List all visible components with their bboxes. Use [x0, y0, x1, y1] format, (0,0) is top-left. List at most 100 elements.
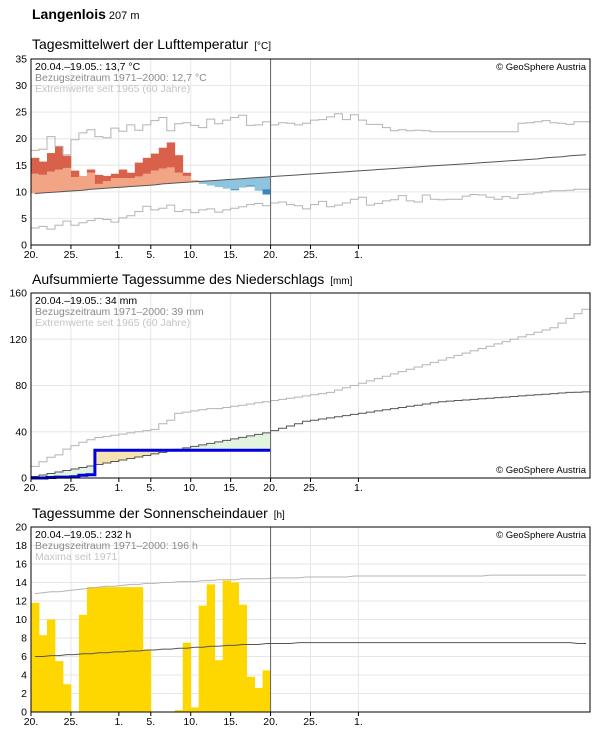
temperature-title-text: Tagesmittelwert der Lufttemperatur	[32, 36, 249, 52]
temperature-anomaly-bar	[142, 173, 152, 186]
sunshine-bar	[54, 661, 64, 712]
sunshine-bar	[142, 650, 152, 712]
temperature-title: Tagesmittelwert der Lufttemperatur [°C]	[32, 36, 271, 52]
precipitation-deficit-area	[54, 471, 64, 478]
temperature-anomaly-bar	[94, 183, 104, 189]
temperature-ytick-label: 20	[15, 133, 27, 145]
temperature-xtick-label: 15.	[223, 249, 238, 261]
sunshine-ytick-label: 18	[15, 540, 27, 552]
temperature-warm-bar	[70, 170, 80, 177]
sunshine-ytick-label: 14	[15, 577, 27, 589]
temperature-chart: 0 5 10 15 20 25 30 35 20. 25. 1. 5. 10. 15. 20. 25. 1. 20…	[15, 54, 591, 261]
sunshine-bar	[182, 642, 192, 712]
temperature-anomaly-bar	[150, 170, 160, 185]
precipitation-deficit-area	[222, 440, 232, 451]
sunshine-info-extremes: Maxima seit 1971	[35, 551, 117, 563]
temperature-info-reference: Bezugszeitraum 1971–2000: 12,7 °C	[35, 72, 207, 84]
temperature-anomaly-bar	[54, 169, 64, 192]
precipitation-chart: 0 40 80 120 160 20. 25. 1. 5. 10. 15. 20. 25. 1. 20.04…	[9, 288, 591, 494]
sunshine-bar	[118, 587, 128, 712]
precipitation-deficit-area	[262, 432, 271, 451]
sunshine-xtick-label: 25.	[303, 716, 318, 728]
temperature-plot-frame	[30, 58, 591, 246]
sunshine-xtick-label: 5.	[146, 716, 155, 728]
temperature-anomaly-bar	[38, 174, 48, 193]
sunshine-xtick-label: 20.	[24, 716, 39, 728]
sunshine-title: Tagessumme der Sonnenscheindauer [h]	[32, 505, 285, 521]
temperature-copyright: © GeoSphere Austria	[496, 62, 587, 73]
temperature-xtick-label: 25.	[303, 249, 318, 261]
sunshine-bar	[134, 587, 144, 712]
temperature-anomaly-bar	[102, 181, 112, 189]
temperature-warm-bar	[150, 153, 160, 171]
precipitation-ytick-label: 40	[15, 426, 27, 438]
sunshine-xtick-label: 15.	[223, 716, 238, 728]
sunshine-bar	[254, 687, 263, 712]
temperature-xtick-label: 25.	[64, 249, 79, 261]
precipitation-deficit-area	[246, 435, 255, 451]
temperature-xtick-label: 20.	[24, 249, 39, 261]
temperature-warm-bar	[31, 157, 40, 174]
temperature-xtick-label: 20.	[263, 249, 278, 261]
temperature-anomaly-bar	[31, 173, 40, 194]
precipitation-info-extremes: Extremwerte seit 1965 (60 Jahre)	[35, 317, 190, 329]
sunshine-bar	[262, 670, 271, 712]
precipitation-deficit-area	[78, 467, 88, 476]
precipitation-xtick-label: 20.	[24, 482, 39, 494]
sunshine-bar	[38, 635, 48, 712]
precipitation-observed-line	[31, 448, 271, 480]
temperature-warm-bar	[134, 162, 144, 177]
sunshine-bar	[206, 584, 216, 712]
sunshine-ytick-label: 10	[15, 614, 27, 626]
precipitation-xtick-label: 1.	[354, 482, 363, 494]
sunshine-bar	[102, 587, 112, 712]
temperature-anomaly-bar	[62, 167, 72, 192]
precipitation-climate-line	[31, 391, 590, 477]
sunshine-bar	[214, 660, 224, 712]
precipitation-title-text: Aufsummierte Tagessumme des Niederschlag…	[32, 271, 325, 287]
sunshine-info-period: 20.04.–19.05.: 232 h	[35, 529, 131, 541]
precipitation-ytick-label: 80	[15, 380, 27, 392]
station-elevation: 207 m	[108, 10, 140, 22]
precipitation-title: Aufsummierte Tagessumme des Niederschlag…	[32, 271, 352, 287]
precipitation-info-reference: Bezugszeitraum 1971–2000: 39 mm	[35, 306, 204, 318]
sunshine-ytick-label: 0	[21, 707, 27, 719]
temperature-anomaly-bar	[198, 181, 208, 184]
temperature-anomaly-bar	[70, 176, 80, 191]
precipitation-xtick-label: 5.	[146, 482, 155, 494]
temperature-warm-bar	[118, 169, 128, 179]
precipitation-surplus-area	[118, 450, 128, 460]
temperature-ytick-label: 25	[15, 107, 27, 119]
temperature-anomaly-bar	[246, 178, 255, 186]
temperature-anomaly-bar	[262, 176, 271, 190]
sunshine-title-text: Tagessumme der Sonnenscheindauer	[32, 505, 268, 521]
temperature-xtick-label: 10.	[183, 249, 198, 261]
precipitation-deficit-area	[38, 474, 48, 478]
precipitation-xtick-label: 25.	[303, 482, 318, 494]
temperature-extreme-max-line	[31, 113, 590, 156]
precipitation-xtick-label: 20.	[263, 482, 278, 494]
temperature-title-unit: [°C]	[254, 41, 271, 52]
precipitation-deficit-area	[230, 438, 240, 451]
temperature-warm-bar	[54, 146, 64, 170]
precipitation-surplus-area	[102, 450, 112, 463]
sunshine-maxima-line	[34, 574, 586, 595]
precipitation-surplus-area	[94, 450, 104, 465]
temperature-warm-bar	[102, 175, 112, 182]
temperature-anomaly-bar	[222, 179, 232, 189]
precipitation-xtick-label: 15.	[223, 482, 238, 494]
precipitation-extreme-max-line	[31, 308, 590, 467]
temperature-anomaly-bar	[230, 179, 240, 190]
sunshine-bar	[94, 587, 104, 712]
sunshine-bar	[110, 587, 120, 712]
temperature-warm-bar	[86, 169, 96, 173]
temperature-anomaly-bar	[78, 175, 88, 191]
sunshine-bar	[78, 614, 88, 712]
sunshine-info-reference: Bezugszeitraum 1971–2000: 196 h	[35, 540, 198, 552]
temperature-xtick-label: 1.	[114, 249, 123, 261]
sunshine-ytick-label: 8	[21, 633, 27, 645]
precipitation-plot-frame	[30, 292, 591, 479]
precipitation-xtick-label: 1.	[114, 482, 123, 494]
temperature-xtick-label: 1.	[354, 249, 363, 261]
